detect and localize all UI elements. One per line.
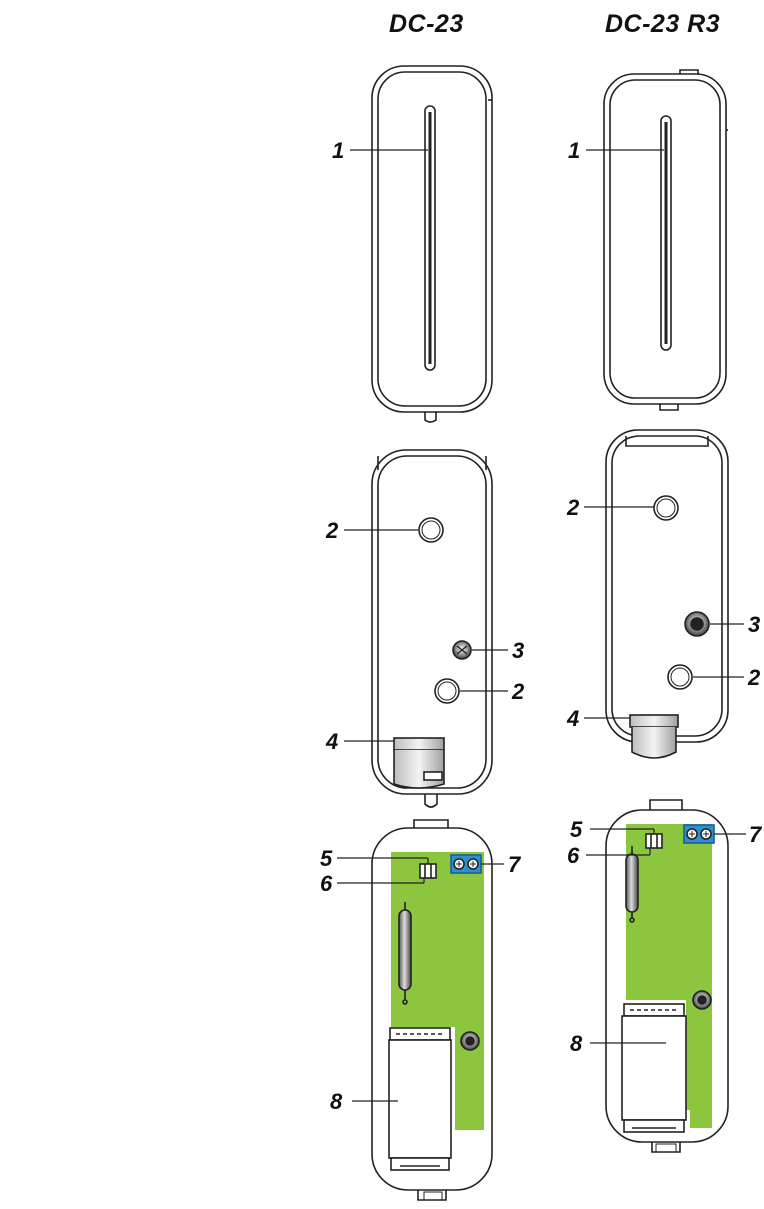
dc23-led-slot [424, 105, 436, 371]
callout-5-right: 5 [570, 817, 583, 842]
dc23-pcb-screw [460, 1031, 480, 1051]
dc23r3-open-housing [605, 799, 729, 1153]
callout-4-left: 4 [325, 729, 338, 754]
dc23-battery [388, 1027, 452, 1171]
callout-5-left: 5 [320, 846, 333, 871]
callout-4-right: 4 [566, 706, 579, 731]
leader-lines [337, 149, 746, 1102]
dc23r3-reed-switch [625, 846, 639, 923]
callout-6-right: 6 [567, 843, 580, 868]
dc23r3-pcb [626, 824, 712, 1128]
dc23-dip-switch [419, 863, 437, 879]
callout-2-left-top: 2 [325, 518, 339, 543]
dc23r3-terminal-block [683, 824, 715, 844]
dc23r3-back-housing [605, 429, 729, 743]
callout-2-right-top: 2 [566, 495, 580, 520]
dc23r3-mounting-hole-top [653, 495, 679, 521]
dc23-tamper-screw [452, 640, 472, 660]
dc23-reed-switch [398, 902, 412, 1005]
callout-2-left-bottom: 2 [511, 679, 525, 704]
column-title-dc-23: DC-23 [389, 10, 464, 38]
dc23-pcb [391, 852, 484, 1130]
callout-1-left: 1 [332, 138, 344, 163]
dc23-battery-tab [393, 737, 445, 789]
dc23r3-led-slot [660, 115, 672, 351]
dc23-back-housing [371, 449, 493, 808]
dc23r3-battery [621, 1003, 687, 1133]
callout-3-right: 3 [748, 612, 760, 637]
dc23-mounting-hole-top [418, 517, 444, 543]
dc23r3-dip-switch [645, 833, 663, 849]
callout-3-left: 3 [512, 638, 524, 663]
callout-8-right: 8 [570, 1031, 583, 1056]
dc23r3-pcb-screw [692, 990, 712, 1010]
dc23-mounting-hole-bottom [434, 678, 460, 704]
callout-6-left: 6 [320, 871, 333, 896]
dc23r3-tamper-screw [684, 611, 710, 637]
dc23r3-mounting-hole-bottom [667, 664, 693, 690]
callout-7-left: 7 [508, 852, 522, 877]
callout-1-right: 1 [568, 138, 580, 163]
dc23-terminal-block [450, 854, 482, 874]
dc23r3-front-housing [603, 69, 728, 411]
callout-2-right-bottom: 2 [747, 665, 761, 690]
callout-7-right: 7 [749, 822, 763, 847]
dc23-open-housing [371, 819, 493, 1201]
dc23-front-housing [371, 65, 493, 423]
callout-8-left: 8 [330, 1089, 343, 1114]
column-title-dc-23-r3: DC-23 R3 [605, 10, 721, 38]
dc23r3-battery-tab [629, 714, 679, 759]
